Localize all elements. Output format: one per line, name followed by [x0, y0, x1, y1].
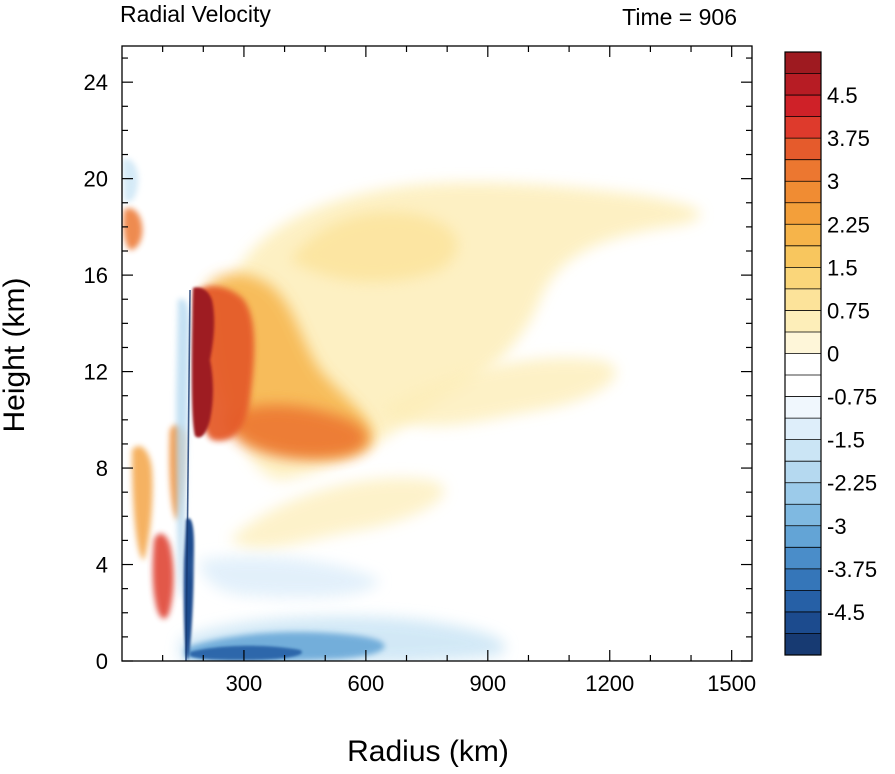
- axis-ticks: 300 600 900 1200 1500 0 4 8 12 16 20 24: [84, 46, 756, 696]
- colorbar-swatch: [785, 461, 821, 484]
- colorbar-label: -0.75: [827, 385, 877, 410]
- y-tick-label: 8: [96, 456, 108, 481]
- colorbar-label: 0.75: [827, 298, 870, 323]
- mid-inflow-band: [200, 556, 380, 598]
- eyewall-core-line: [185, 289, 191, 661]
- colorbar-swatch: [785, 439, 821, 462]
- colorbar-swatch: [785, 95, 821, 117]
- colorbar-swatch: [785, 181, 821, 204]
- y-tick-label: 4: [96, 553, 108, 578]
- colorbar-swatch: [785, 202, 821, 225]
- colorbar-swatch: [785, 633, 821, 656]
- colorbar-label: -2.25: [827, 471, 877, 496]
- colorbar-label: 3.75: [827, 126, 870, 151]
- colorbar-swatch: [785, 611, 821, 634]
- colorbar-swatch: [785, 116, 821, 139]
- colorbar-swatch: [785, 396, 821, 419]
- colorbar-swatch: [785, 568, 821, 591]
- colorbar-label: 4.5: [827, 83, 858, 108]
- plot-frame: [121, 45, 753, 662]
- colorbar-swatch: [785, 375, 821, 397]
- colorbar-label: 1.5: [827, 255, 858, 280]
- colorbar-swatch: [785, 504, 821, 527]
- colorbar-label: -3: [827, 514, 847, 539]
- upper-isolated-max-shape: [123, 208, 143, 250]
- colorbar-swatch: [785, 267, 821, 290]
- colorbar-swatch: [785, 353, 821, 376]
- time-label: Time = 906: [622, 4, 737, 30]
- colorbar-swatch: [785, 138, 821, 160]
- outflow-tongue-low: [230, 478, 445, 549]
- colorbar-label: -3.75: [827, 557, 877, 582]
- x-tick-label: 1200: [585, 671, 634, 696]
- outflow-core-red: [191, 287, 215, 438]
- y-axis-label: Height (km): [0, 277, 31, 432]
- x-tick-label: 300: [226, 671, 263, 696]
- y-tick-label: 0: [96, 649, 108, 674]
- y-tick-label: 20: [84, 167, 108, 192]
- inner-inflow-column-shape: [176, 298, 190, 600]
- outflow-tongue-right: [380, 358, 617, 426]
- outflow-lobe-shape: [222, 405, 368, 460]
- colorbar-swatch: [785, 547, 821, 570]
- colorbar-swatch: [785, 159, 821, 182]
- chart-title: Radial Velocity: [120, 1, 271, 27]
- upper-inflow-strip: [122, 158, 139, 202]
- x-axis-label: Radius (km): [347, 735, 509, 768]
- colorbar-label: 2.25: [827, 212, 870, 237]
- colorbar-swatch: [785, 331, 821, 354]
- velocity-field: [122, 158, 701, 661]
- colorbar-swatch: [785, 525, 821, 548]
- lower-outflow-red: [152, 533, 174, 619]
- colorbar-swatch: [785, 482, 821, 505]
- lower-outflow-orange: [132, 446, 153, 560]
- colorbar-label: -1.5: [827, 428, 865, 453]
- y-tick-label: 12: [84, 360, 108, 385]
- colorbar-label: 3: [827, 169, 839, 194]
- colorbar-swatch: [785, 590, 821, 613]
- low-level-inflow-dark: [190, 645, 302, 660]
- outflow-plume-upper: [290, 212, 458, 282]
- y-tick-label: 24: [84, 70, 108, 95]
- colorbar-swatch: [785, 73, 821, 96]
- colorbar-swatch: [785, 310, 821, 333]
- colorbar-swatch: [785, 224, 821, 247]
- colorbar-frame: [784, 51, 822, 656]
- colorbar-swatch: [785, 52, 821, 74]
- x-tick-label: 900: [469, 671, 506, 696]
- x-tick-label: 600: [348, 671, 385, 696]
- colorbar-label: 0: [827, 342, 839, 367]
- colorbar-swatch: [785, 288, 821, 311]
- x-tick-label: 1500: [707, 671, 756, 696]
- colorbar-swatch: [785, 418, 821, 440]
- colorbar: 4.5 3.75 3 2.25 1.5 0.75 0 -0.75 -1.5 -2.25 -3 -3.7…: [784, 51, 877, 656]
- y-tick-label: 16: [84, 263, 108, 288]
- colorbar-swatch: [785, 245, 821, 268]
- colorbar-label: -4.5: [827, 600, 865, 625]
